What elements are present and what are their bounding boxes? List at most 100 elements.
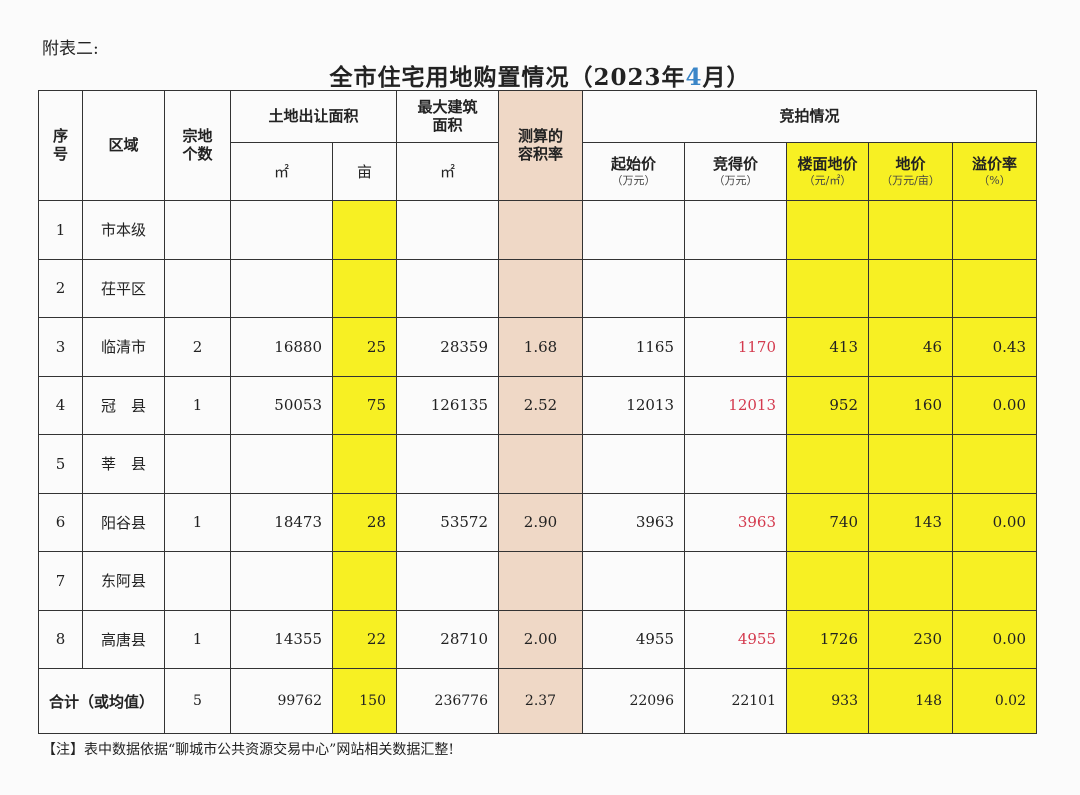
- header-winning-price: 竞得价 （万元）: [684, 142, 787, 201]
- header-unit-mu: 亩: [332, 142, 397, 201]
- total-start: 22096: [582, 668, 685, 734]
- table-row: 3 临清市 2 16880 25 28359 1.68 1165 1170 413 46 0.43: [38, 317, 1037, 377]
- cell-area-sqm: 50053: [230, 375, 333, 435]
- cell-win: [684, 434, 787, 494]
- cell-max-area: [396, 551, 499, 611]
- cell-region: 东阿县: [82, 551, 165, 611]
- cell-count: 1: [164, 375, 231, 435]
- cell-land: 46: [868, 317, 953, 377]
- cell-max-area: [396, 434, 499, 494]
- header-region-label: 区域: [108, 135, 139, 154]
- cell-area-sqm: [230, 200, 333, 260]
- cell-seq: 2: [38, 258, 83, 318]
- table-row: 7 东阿县: [38, 551, 1037, 611]
- cell-seq: 7: [38, 551, 83, 611]
- table-row: 8 高唐县 1 14355 22 28710 2.00 4955 4955 1726 230 0.00: [38, 609, 1037, 669]
- cell-start: 3963: [582, 492, 685, 552]
- cell-ratio: [498, 200, 583, 260]
- cell-seq: 5: [38, 434, 83, 494]
- cell-area-mu: 75: [332, 375, 397, 435]
- cell-premium: 0.00: [952, 609, 1037, 669]
- cell-region: 莘 县: [82, 434, 165, 494]
- cell-floor: [786, 258, 869, 318]
- header-start-price-label: 起始价: [610, 155, 656, 174]
- cell-land: 230: [868, 609, 953, 669]
- header-premium-rate: 溢价率 （%）: [952, 142, 1037, 201]
- cell-premium: [952, 258, 1037, 318]
- cell-ratio: 2.52: [498, 375, 583, 435]
- cell-seq: 8: [38, 609, 83, 669]
- header-land-area: 土地出让面积: [230, 90, 397, 143]
- cell-ratio: 2.00: [498, 609, 583, 669]
- header-floor-price-unit: （元/㎡）: [803, 174, 852, 187]
- cell-area-sqm: 14355: [230, 609, 333, 669]
- header-parcel-count-label: 宗地个数: [182, 127, 213, 163]
- cell-floor: [786, 551, 869, 611]
- cell-win: 4955: [684, 609, 787, 669]
- total-label: 合计（或均值）: [38, 668, 165, 734]
- cell-ratio: 2.90: [498, 492, 583, 552]
- cell-count: [164, 434, 231, 494]
- table-row: 6 阳谷县 1 18473 28 53572 2.90 3963 3963 740 143 0.00: [38, 492, 1037, 552]
- total-row: 合计（或均值） 5 99762 150 236776 2.37 22096 22101 933 1…: [38, 668, 1037, 734]
- cell-count: [164, 200, 231, 260]
- cell-count: 1: [164, 609, 231, 669]
- cell-area-sqm: 16880: [230, 317, 333, 377]
- cell-max-area: 28710: [396, 609, 499, 669]
- cell-region: 高唐县: [82, 609, 165, 669]
- cell-count: [164, 258, 231, 318]
- cell-area-sqm: [230, 551, 333, 611]
- cell-area-mu: [332, 258, 397, 318]
- header-region: 区域: [82, 90, 165, 201]
- header-seq: 序号: [38, 90, 83, 201]
- cell-floor: 952: [786, 375, 869, 435]
- total-premium: 0.02: [952, 668, 1037, 734]
- cell-max-area: [396, 258, 499, 318]
- cell-area-mu: [332, 551, 397, 611]
- cell-floor: [786, 200, 869, 260]
- total-area-sqm: 99762: [230, 668, 333, 734]
- total-floor: 933: [786, 668, 869, 734]
- cell-win: 12013: [684, 375, 787, 435]
- cell-area-mu: 28: [332, 492, 397, 552]
- cell-ratio: [498, 258, 583, 318]
- cell-count: 2: [164, 317, 231, 377]
- total-ratio: 2.37: [498, 668, 583, 734]
- cell-region: 市本级: [82, 200, 165, 260]
- cell-area-sqm: [230, 434, 333, 494]
- cell-region: 临清市: [82, 317, 165, 377]
- cell-area-mu: [332, 434, 397, 494]
- cell-start: 12013: [582, 375, 685, 435]
- header-max-building-area: 最大建筑面积: [396, 90, 499, 143]
- cell-ratio: 1.68: [498, 317, 583, 377]
- header-floor-price: 楼面地价 （元/㎡）: [786, 142, 869, 201]
- cell-count: 1: [164, 492, 231, 552]
- cell-start: [582, 551, 685, 611]
- total-land: 148: [868, 668, 953, 734]
- cell-area-sqm: 18473: [230, 492, 333, 552]
- total-count: 5: [164, 668, 231, 734]
- cell-floor: 413: [786, 317, 869, 377]
- cell-ratio: [498, 551, 583, 611]
- cell-region: 冠 县: [82, 375, 165, 435]
- cell-seq: 1: [38, 200, 83, 260]
- header-seq-label: 序号: [52, 127, 68, 163]
- header-premium-rate-unit: （%）: [978, 174, 1011, 187]
- cell-win: 1170: [684, 317, 787, 377]
- page-title: 全市住宅用地购置情况（2023年4月）: [0, 58, 1080, 92]
- cell-area-mu: 22: [332, 609, 397, 669]
- cell-win: [684, 551, 787, 611]
- header-start-price-unit: （万元）: [611, 174, 656, 187]
- cell-seq: 6: [38, 492, 83, 552]
- header-winning-price-label: 竞得价: [712, 155, 758, 174]
- total-max-area: 236776: [396, 668, 499, 734]
- cell-win: [684, 200, 787, 260]
- header-land-price: 地价 （万元/亩）: [868, 142, 953, 201]
- title-suffix: 月）: [702, 64, 751, 91]
- cell-land: 143: [868, 492, 953, 552]
- total-area-mu: 150: [332, 668, 397, 734]
- cell-premium: 0.00: [952, 375, 1037, 435]
- cell-floor: [786, 434, 869, 494]
- header-parcel-count: 宗地个数: [164, 90, 231, 201]
